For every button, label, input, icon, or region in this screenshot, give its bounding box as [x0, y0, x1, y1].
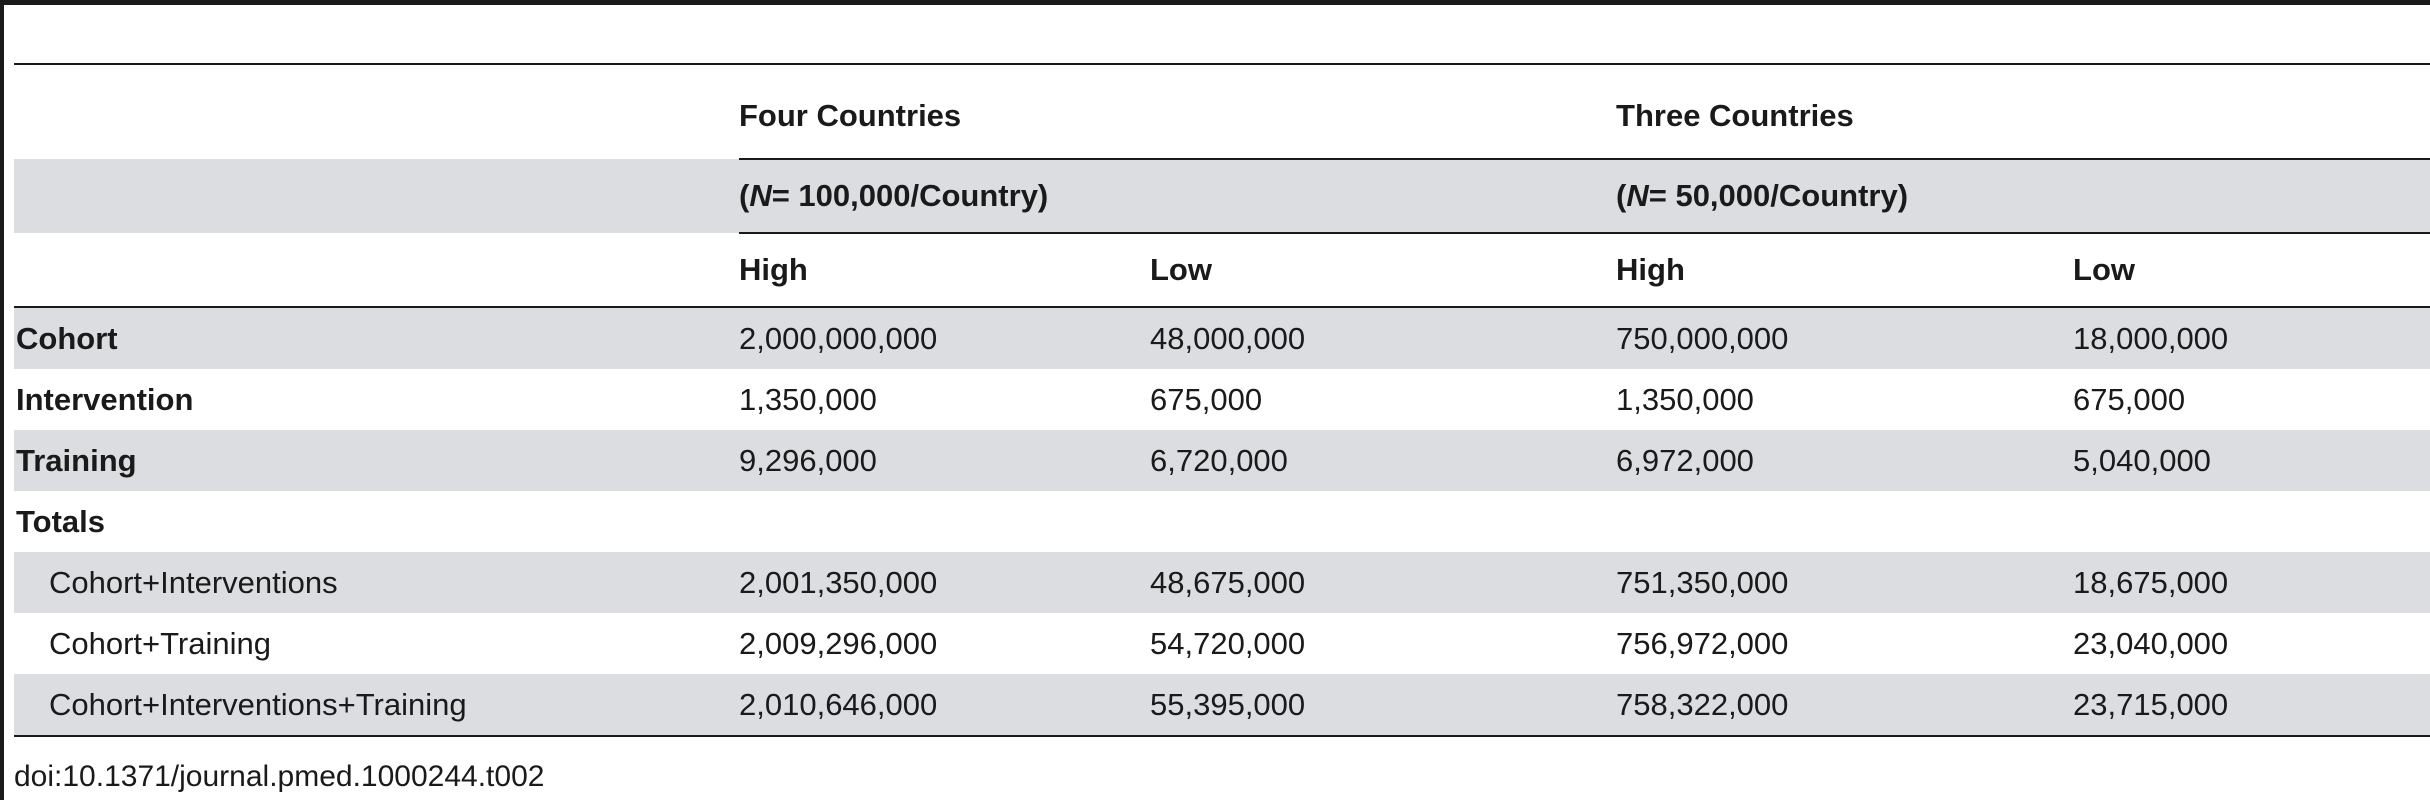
table-row: Cohort+Training 2,009,296,000 54,720,000… [14, 613, 2430, 674]
subtitle-n: N [1626, 178, 1649, 213]
group-subtitle-three-countries: (N= 50,000/Country) [1616, 159, 2430, 234]
subtitle-paren: ( [1616, 178, 1627, 213]
table-cell: 1,350,000 [739, 381, 877, 417]
cost-table: Four Countries Three Countries (N= 100,0… [14, 65, 2430, 737]
left-border-rule [0, 0, 4, 800]
table-cell: 6,720,000 [1150, 430, 1617, 491]
table-row: Intervention 1,350,000 675,000 1,350,000… [14, 369, 2430, 430]
row-label: Cohort+Training [49, 625, 271, 661]
group-subtitle-row: (N= 100,000/Country) (N= 50,000/Country) [14, 159, 2430, 234]
group-title-row: Four Countries Three Countries [14, 65, 2430, 160]
table-cell [739, 491, 1150, 552]
table-cell: 18,000,000 [2073, 307, 2430, 369]
row-label: Cohort [14, 307, 739, 369]
empty-header-cell [14, 159, 739, 233]
row-label: Totals [16, 503, 105, 539]
table-cell: 2,001,350,000 [739, 552, 1150, 613]
subtitle-paren: ( [739, 178, 750, 213]
table-cell: 675,000 [1150, 381, 1263, 417]
table-cell: 751,350,000 [1616, 552, 2074, 613]
table-cell [1616, 491, 2073, 552]
table-row: Cohort+Interventions+Training 2,010,646,… [14, 674, 2430, 737]
group-title-three-countries-text: Three Countries [1616, 97, 1854, 133]
top-border-rule [0, 0, 2430, 5]
table-cell [1150, 491, 1616, 552]
sub-header-row: High Low High Low [14, 233, 2430, 307]
table-cell: 48,675,000 [1150, 552, 1617, 613]
table-cell: 54,720,000 [1150, 625, 1306, 661]
table-cell: 23,715,000 [2073, 674, 2430, 737]
row-label: Intervention [16, 381, 194, 417]
table-cell: 756,972,000 [1616, 625, 1789, 661]
table-row: Cohort 2,000,000,000 48,000,000 750,000,… [14, 307, 2430, 369]
table-cell: 2,000,000,000 [739, 307, 1150, 369]
group-subtitle-four-countries: (N= 100,000/Country) [739, 159, 1617, 234]
empty-header-cell [14, 65, 739, 159]
table-cell: 48,000,000 [1150, 307, 1617, 369]
subtitle-rest: = 100,000/Country) [771, 178, 1049, 213]
sub-header-high-four: High [739, 252, 808, 287]
table-cell: 55,395,000 [1150, 674, 1617, 737]
table-cell: 18,675,000 [2073, 552, 2430, 613]
table-cell: 2,010,646,000 [739, 674, 1150, 737]
group-title-three-countries: Three Countries [1616, 65, 2430, 160]
table-cell: 758,322,000 [1616, 674, 2074, 737]
table-cell [2073, 491, 2430, 552]
table-cell: 675,000 [2073, 381, 2186, 417]
table-cell: 23,040,000 [2073, 625, 2229, 661]
subtitle-n: N [749, 178, 772, 213]
subtitle-rest: = 50,000/Country) [1648, 178, 1909, 213]
row-label: Cohort+Interventions+Training [14, 674, 739, 737]
empty-header-cell [14, 233, 739, 307]
table-row: Totals [14, 491, 2430, 552]
table-row: Cohort+Interventions 2,001,350,000 48,67… [14, 552, 2430, 613]
cost-table-container: Four Countries Three Countries (N= 100,0… [14, 63, 2430, 737]
table-cell: 6,972,000 [1616, 430, 2074, 491]
sub-header-low-three: Low [2073, 252, 2136, 287]
table-cell: 5,040,000 [2073, 430, 2430, 491]
sub-header-high-three: High [1616, 252, 1685, 287]
row-label: Training [14, 430, 739, 491]
sub-header-low-four: Low [1150, 252, 1212, 287]
table-cell: 2,009,296,000 [739, 625, 938, 661]
row-label: Cohort+Interventions [14, 552, 739, 613]
doi-footnote: doi:10.1371/journal.pmed.1000244.t002 [14, 760, 545, 793]
table-cell: 9,296,000 [739, 430, 1150, 491]
table-row: Training 9,296,000 6,720,000 6,972,000 5… [14, 430, 2430, 491]
table-cell: 750,000,000 [1616, 307, 2074, 369]
group-title-four-countries: Four Countries [739, 65, 1617, 160]
table-cell: 1,350,000 [1616, 381, 1754, 417]
group-title-four-countries-text: Four Countries [739, 97, 962, 133]
